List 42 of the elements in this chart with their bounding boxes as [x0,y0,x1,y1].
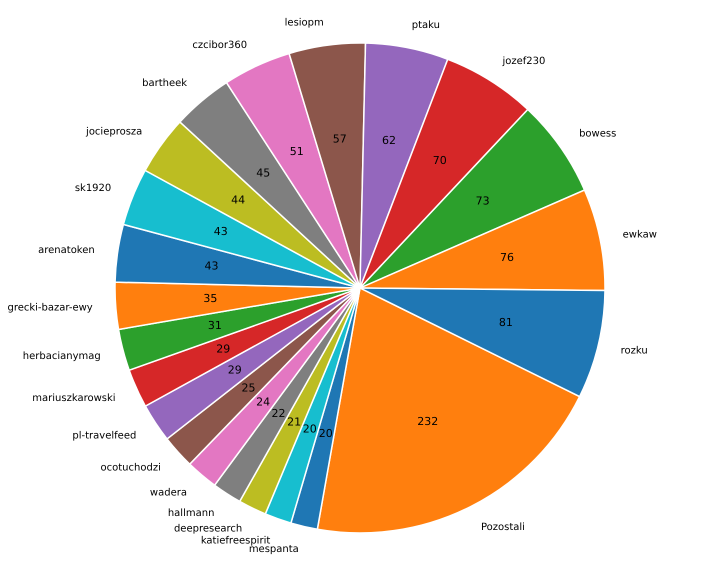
data-label: 76 [500,251,514,264]
slice-label: ewkaw [622,230,657,241]
slice-label: pl-travelfeed [72,430,136,442]
slice-label: ocotuchodzi [100,462,161,474]
slice-label: herbacianymag [22,350,101,362]
data-label: 20 [318,427,333,440]
slice-label: arenatoken [38,244,95,256]
slice-label: grecki-bazar-ewy [7,302,93,314]
slice-label: bartheek [142,78,188,90]
data-label: 35 [203,292,218,305]
slice-label: wadera [150,488,187,499]
data-label: 81 [498,316,513,329]
data-label: 73 [476,194,490,208]
slice-label: rozku [620,345,648,356]
data-label: 45 [256,166,270,180]
slice-label: mariuszkarowski [32,392,116,404]
slice-label: jozef230 [501,56,546,67]
data-label: 25 [242,381,256,394]
data-label: 62 [382,134,396,147]
slice-label: lesiopm [284,17,324,28]
data-label: 57 [332,132,347,146]
slice-label: Pozostali [480,522,525,534]
data-label: 22 [272,406,286,420]
slice-label: sk1920 [74,183,112,194]
data-label: 43 [204,260,219,273]
data-label: 70 [432,154,447,167]
data-label: 29 [216,342,230,356]
slice-label: bowess [579,128,616,140]
data-label: 29 [228,364,242,377]
slice-label: hallmann [168,508,214,520]
slice-label: czcibor360 [192,40,248,51]
slice-label: jocieprosza [85,126,142,138]
data-label: 43 [214,225,228,238]
data-label: 232 [417,414,438,428]
slice-label: deepresearch [174,524,242,535]
data-label: 21 [287,416,302,429]
data-label: 51 [290,144,304,158]
data-label: 44 [231,194,246,207]
slice-label: ptaku [412,20,440,32]
data-label: 31 [208,319,222,332]
data-label: 20 [302,422,317,436]
data-label: 24 [256,396,270,409]
